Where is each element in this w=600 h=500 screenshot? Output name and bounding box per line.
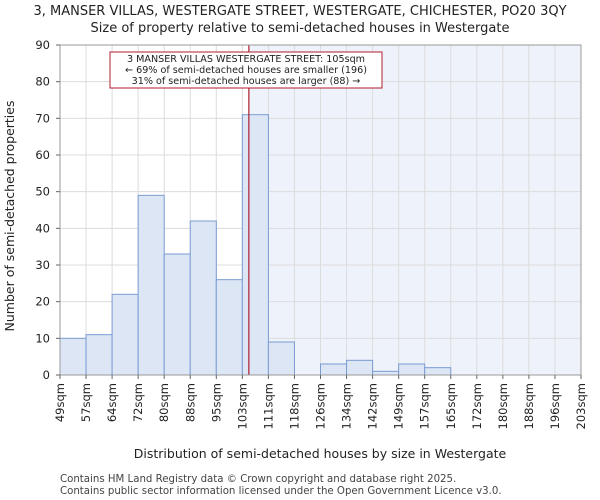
x-tick-label: 180sqm — [496, 383, 510, 429]
bar-80sqm — [163, 253, 191, 376]
x-tick-label: 72sqm — [131, 383, 145, 422]
y-tick-label: 80 — [35, 75, 50, 89]
x-tick-label: 111sqm — [261, 383, 275, 429]
x-tick-label: 118sqm — [287, 383, 301, 429]
bar-57sqm — [85, 334, 113, 376]
y-tick-label: 50 — [35, 185, 50, 199]
bar-111sqm — [267, 341, 295, 376]
x-tick-label: 203sqm — [574, 383, 588, 429]
chart-subtitle: Size of property relative to semi-detach… — [91, 21, 510, 36]
x-tick-label: 172sqm — [470, 383, 484, 429]
y-tick-label: 40 — [35, 221, 50, 235]
y-axis-label: Number of semi-detached properties — [2, 101, 17, 332]
x-tick-label: 49sqm — [53, 383, 67, 422]
annotation-box — [109, 51, 383, 89]
y-tick-label: 90 — [35, 38, 50, 52]
bar-149sqm — [398, 363, 426, 376]
x-tick-label: 57sqm — [79, 383, 93, 422]
x-tick-label: 134sqm — [340, 383, 354, 429]
x-tick-label: 149sqm — [392, 383, 406, 429]
larger-region-highlight — [248, 45, 582, 375]
bar-103sqm — [241, 114, 269, 376]
x-tick-label: 88sqm — [183, 383, 197, 422]
bar-157sqm — [424, 367, 452, 376]
bar-49sqm — [59, 337, 87, 376]
x-axis-ticks: 49sqm 57sqm 64sqm 72sqm 80sqm 88sqm 95sqm 103sq… — [53, 375, 588, 429]
x-tick-label: 165sqm — [444, 383, 458, 429]
y-tick-label: 0 — [43, 368, 50, 382]
bars — [59, 114, 452, 376]
y-tick-label: 60 — [35, 148, 50, 162]
chart-title: 3, MANSER VILLAS, WESTERGATE STREET, WES… — [33, 4, 566, 19]
bar-88sqm — [189, 220, 217, 376]
x-tick-label: 196sqm — [548, 383, 562, 429]
y-tick-label: 10 — [35, 331, 50, 345]
y-tick-label: 20 — [35, 295, 50, 309]
annotation-line-2: ← 69% of semi-detached houses are smalle… — [125, 65, 367, 76]
bar-142sqm — [372, 370, 400, 376]
footer-line-2: Contains public sector information licen… — [60, 486, 502, 497]
annotation-line-3: 31% of semi-detached houses are larger (… — [132, 76, 361, 87]
x-tick-label: 80sqm — [157, 383, 171, 422]
annotation-line-1: 3 MANSER VILLAS WESTERGATE STREET: 105sq… — [127, 54, 365, 65]
x-tick-label: 64sqm — [105, 383, 119, 422]
x-tick-label: 142sqm — [366, 383, 380, 429]
x-tick-label: 95sqm — [209, 383, 223, 422]
y-tick-label: 70 — [35, 111, 50, 125]
bar-134sqm — [346, 359, 374, 376]
bar-72sqm — [137, 194, 165, 376]
y-tick-label: 30 — [35, 258, 50, 272]
x-axis-label: Distribution of semi-detached houses by … — [134, 446, 507, 461]
x-tick-label: 188sqm — [522, 383, 536, 429]
bar-126sqm — [320, 363, 348, 376]
bar-64sqm — [111, 293, 139, 376]
footer-line-1: Contains HM Land Registry data © Crown c… — [60, 474, 456, 485]
bar-95sqm — [215, 279, 243, 376]
x-tick-label: 103sqm — [235, 383, 249, 429]
x-tick-label: 157sqm — [418, 383, 432, 429]
y-axis-ticks: 0 10 20 30 40 50 60 70 80 90 — [35, 38, 60, 382]
x-tick-label: 126sqm — [314, 383, 328, 429]
